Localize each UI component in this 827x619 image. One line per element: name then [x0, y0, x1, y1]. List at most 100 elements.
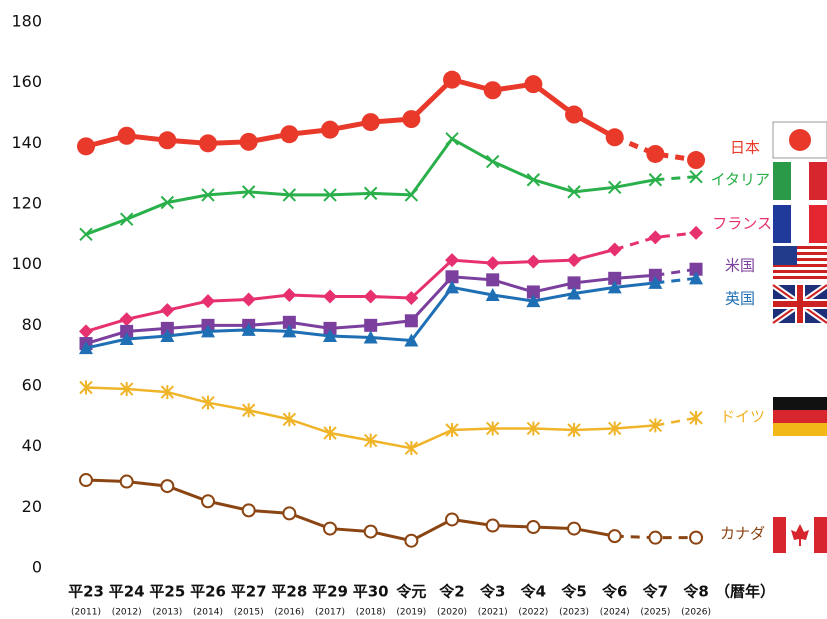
marker: [648, 418, 663, 433]
legend-label: 日本: [730, 139, 760, 157]
marker: [117, 126, 136, 145]
x-tick-label: 令5: [561, 583, 586, 601]
x-tick-sublabel: (2023): [559, 608, 589, 618]
marker: [648, 275, 663, 289]
marker: [567, 422, 581, 437]
y-tick-label: 0: [32, 558, 42, 577]
marker: [282, 324, 297, 338]
marker: [689, 225, 704, 240]
series: [79, 225, 704, 339]
x-tick-label: 平23: [68, 583, 104, 601]
marker: [363, 186, 378, 201]
marker: [526, 285, 540, 299]
marker: [323, 188, 337, 202]
marker: [79, 473, 93, 488]
series: [79, 262, 703, 351]
marker: [526, 254, 541, 269]
marker: [445, 422, 459, 437]
x-tick-sublabel: (2019): [396, 608, 426, 618]
marker: [282, 288, 297, 302]
marker: [201, 494, 216, 509]
x-tick-label: 令元: [396, 583, 426, 601]
series: [79, 132, 703, 242]
flags: [771, 121, 827, 553]
marker: [77, 137, 95, 156]
marker: [280, 125, 299, 144]
marker: [361, 113, 380, 132]
marker: [445, 253, 460, 268]
marker: [282, 188, 297, 202]
x-tick-label: 平28: [271, 583, 307, 601]
marker: [486, 273, 500, 287]
marker: [689, 410, 703, 425]
x-unit: （暦年）: [715, 583, 775, 601]
marker: [567, 253, 582, 268]
series: [79, 380, 703, 456]
marker: [201, 324, 216, 338]
marker: [485, 421, 500, 436]
marker: [119, 212, 134, 226]
marker: [241, 403, 256, 418]
marker: [160, 303, 175, 318]
flag-canada: [773, 517, 827, 553]
marker: [648, 530, 663, 545]
series: [79, 473, 704, 548]
marker: [605, 128, 624, 147]
marker: [567, 276, 581, 290]
projected-line: [655, 175, 697, 182]
legend-label: イタリア: [711, 171, 770, 189]
marker: [282, 315, 296, 329]
marker: [364, 318, 378, 332]
marker: [201, 395, 215, 410]
marker: [445, 512, 460, 527]
projected-line: [655, 416, 697, 427]
marker: [201, 294, 216, 309]
x-tick-label: 令8: [683, 583, 708, 601]
marker: [524, 75, 543, 94]
marker: [445, 270, 459, 284]
marker: [323, 289, 338, 304]
legend-label: ドイツ: [720, 408, 765, 426]
x-tick-label: 令2: [439, 583, 464, 601]
marker: [201, 188, 215, 202]
marker: [567, 185, 581, 199]
marker: [404, 291, 419, 306]
x-tick-sublabel: (2018): [356, 608, 386, 618]
marker: [404, 333, 419, 347]
marker: [687, 151, 706, 170]
x-tick-label: 令7: [643, 583, 668, 601]
marker: [404, 533, 419, 548]
projected-line: [655, 267, 697, 277]
y-tick-label: 20: [22, 497, 42, 516]
marker: [79, 341, 93, 355]
marker: [607, 242, 622, 257]
marker: [608, 180, 622, 195]
x-tick-sublabel: (2021): [478, 608, 508, 618]
marker: [79, 227, 93, 242]
legend-label: フランス: [712, 215, 772, 233]
marker: [689, 271, 704, 285]
line: [85, 248, 616, 333]
marker: [526, 421, 541, 436]
marker: [648, 230, 663, 245]
marker: [608, 421, 622, 436]
marker: [485, 256, 500, 271]
flag-italy: [773, 162, 827, 200]
x-tick-sublabel: (2024): [600, 608, 630, 618]
marker: [119, 331, 134, 345]
marker: [443, 70, 462, 89]
marker: [160, 195, 175, 210]
projected-line: [655, 276, 697, 285]
marker: [404, 441, 419, 456]
x-tick-sublabel: (2013): [152, 608, 182, 618]
series: [77, 70, 706, 170]
y-tick-label: 160: [11, 72, 42, 91]
marker: [363, 330, 378, 344]
marker: [241, 185, 256, 199]
y-tick-label: 120: [11, 194, 42, 213]
marker: [158, 131, 177, 150]
y-tick-label: 80: [22, 315, 42, 334]
flag-germany: [773, 397, 827, 436]
x-tick-label: 平27: [231, 583, 267, 601]
x-tick-sublabel: (2015): [234, 608, 264, 618]
